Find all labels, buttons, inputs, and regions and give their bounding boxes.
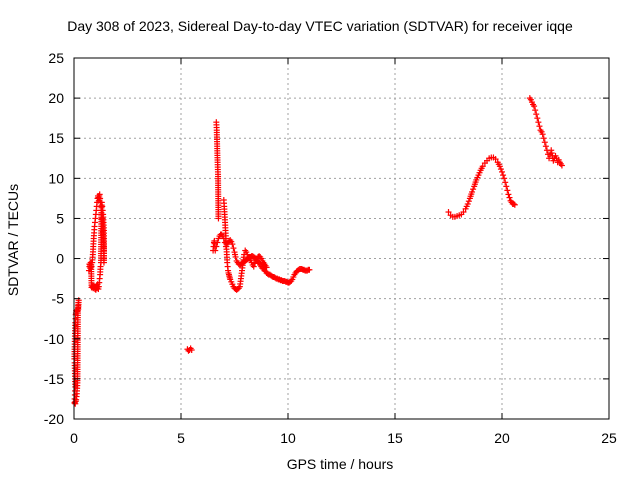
y-tick-label: 10 bbox=[48, 170, 64, 186]
data-point bbox=[503, 183, 510, 190]
data-point bbox=[541, 139, 548, 146]
data-point bbox=[212, 247, 219, 254]
data-point bbox=[464, 201, 471, 208]
data-point bbox=[533, 111, 540, 118]
x-tick-label: 20 bbox=[494, 430, 510, 446]
data-point bbox=[230, 245, 237, 252]
x-tick-label: 25 bbox=[601, 430, 617, 446]
y-tick-label: -15 bbox=[44, 371, 64, 387]
y-tick-label: 25 bbox=[48, 50, 64, 66]
data-point bbox=[71, 399, 78, 406]
data-point bbox=[496, 163, 503, 170]
data-point bbox=[536, 123, 543, 130]
grid-lines bbox=[74, 58, 609, 419]
data-points bbox=[71, 95, 565, 407]
data-point bbox=[505, 191, 512, 198]
data-point bbox=[506, 194, 513, 201]
data-point-interp bbox=[470, 186, 477, 193]
data-point bbox=[213, 243, 220, 250]
data-point bbox=[492, 156, 499, 163]
axis-ticks: 0 5 10 15 20 25 -20 -15 -10 -5 0 5 10 15 20 25 bbox=[44, 50, 617, 446]
y-tick-label: 15 bbox=[48, 130, 64, 146]
data-point bbox=[500, 172, 507, 179]
data-point bbox=[215, 215, 222, 222]
y-tick-label: 20 bbox=[48, 90, 64, 106]
data-point bbox=[539, 131, 546, 138]
data-point bbox=[531, 103, 538, 110]
data-point bbox=[542, 143, 549, 150]
x-tick-label: 5 bbox=[177, 430, 185, 446]
data-point bbox=[229, 241, 236, 248]
data-point bbox=[540, 135, 547, 142]
data-point bbox=[499, 168, 505, 175]
y-tick-label: -5 bbox=[52, 291, 65, 307]
data-point bbox=[460, 209, 467, 216]
data-point bbox=[445, 209, 452, 216]
data-point bbox=[534, 115, 541, 122]
data-point-interp bbox=[497, 166, 504, 173]
data-point-interp bbox=[465, 198, 472, 205]
chart-title: Day 308 of 2023, Sidereal Day-to-day VTE… bbox=[67, 18, 573, 34]
data-point bbox=[511, 201, 518, 208]
data-point bbox=[535, 119, 542, 126]
x-tick-label: 10 bbox=[280, 430, 296, 446]
data-point bbox=[306, 266, 313, 273]
data-point bbox=[214, 239, 221, 246]
data-point bbox=[502, 179, 509, 186]
y-axis-label: SDTVAR / TECUs bbox=[5, 183, 21, 297]
data-point bbox=[558, 162, 565, 169]
data-point bbox=[510, 201, 517, 208]
x-tick-label: 15 bbox=[387, 430, 403, 446]
data-point bbox=[86, 261, 93, 268]
data-point bbox=[263, 264, 270, 271]
data-point bbox=[504, 187, 511, 194]
y-tick-label: -20 bbox=[44, 411, 64, 427]
data-point bbox=[250, 263, 257, 270]
data-point bbox=[532, 107, 539, 114]
data-point bbox=[479, 163, 486, 170]
data-point bbox=[232, 253, 239, 260]
y-tick-label: -10 bbox=[44, 331, 64, 347]
y-tick-label: 0 bbox=[56, 251, 64, 267]
plot-frame bbox=[73, 57, 610, 420]
y-tick-label: 5 bbox=[56, 210, 64, 226]
data-point bbox=[469, 188, 476, 195]
data-point bbox=[188, 347, 195, 354]
x-tick-label: 0 bbox=[70, 430, 78, 446]
data-point bbox=[501, 175, 508, 182]
x-axis-label: GPS time / hours bbox=[286, 456, 394, 472]
